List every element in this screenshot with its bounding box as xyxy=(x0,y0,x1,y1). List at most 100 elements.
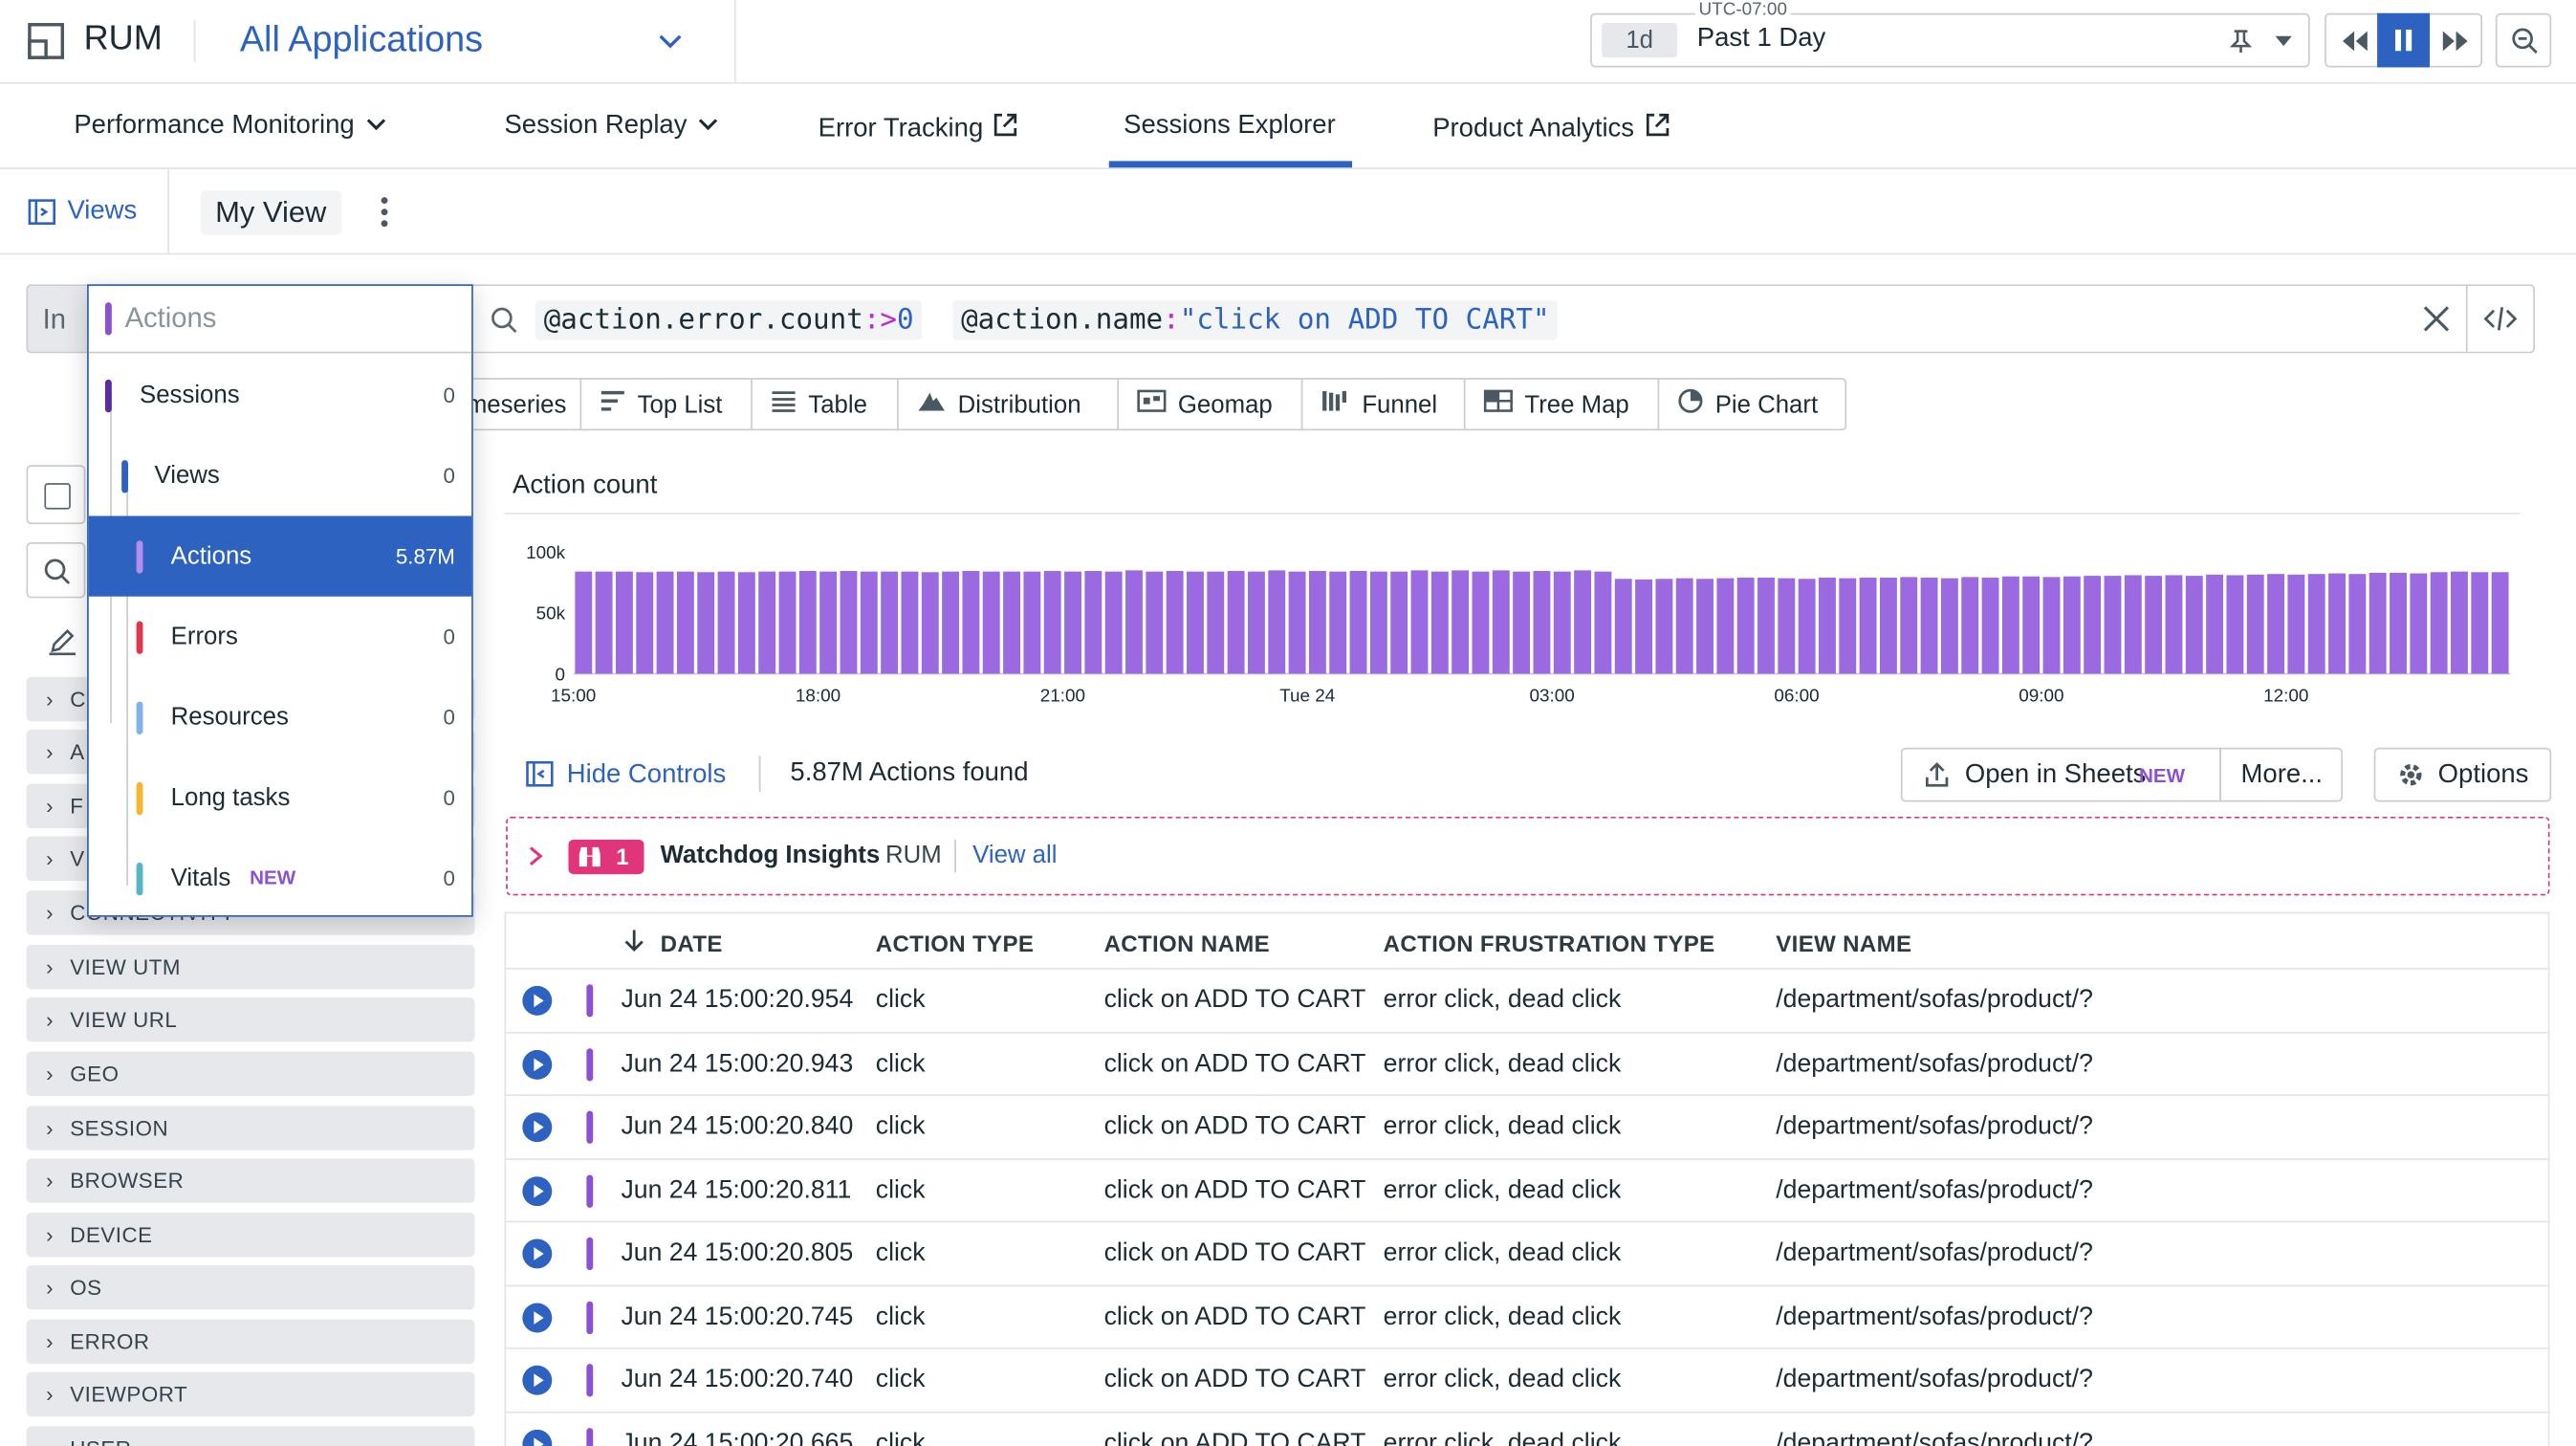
scope-item-views[interactable]: Views 0 xyxy=(89,435,471,515)
table-row[interactable]: Jun 24 15:00:20.943 click click on ADD T… xyxy=(506,1031,2548,1094)
chart-bar[interactable] xyxy=(2145,576,2163,674)
play-replay-icon[interactable] xyxy=(522,1428,553,1446)
chart-bar[interactable] xyxy=(2084,576,2102,674)
facet-error[interactable]: › ERROR xyxy=(26,1319,475,1365)
time-picker[interactable]: 1d Past 1 Day xyxy=(1590,12,2310,68)
chart-bar[interactable] xyxy=(1635,579,1653,674)
chart-bar[interactable] xyxy=(819,571,838,674)
chart-bar[interactable] xyxy=(1187,571,1204,674)
scope-item-resources[interactable]: Resources 0 xyxy=(89,677,471,757)
chart-bar[interactable] xyxy=(2001,576,2019,674)
viz-tab-geomap[interactable]: Geomap xyxy=(1119,378,1303,431)
hide-controls-button[interactable]: Hide Controls xyxy=(566,760,727,789)
facet-viewport[interactable]: › VIEWPORT xyxy=(26,1371,475,1417)
chart-bar[interactable] xyxy=(840,571,858,674)
play-replay-icon[interactable] xyxy=(522,985,553,1016)
query-token-action-name[interactable]: @action.name:"click on ADD TO CART" xyxy=(952,300,1559,340)
chart-bar[interactable] xyxy=(1859,578,1877,674)
facet-view-utm[interactable]: › VIEW UTM xyxy=(26,944,475,990)
chart-bar[interactable] xyxy=(982,571,1000,674)
chart-bar[interactable] xyxy=(2165,575,2183,674)
chart-bar[interactable] xyxy=(2185,576,2203,674)
chart-bar[interactable] xyxy=(595,571,613,674)
play-replay-icon[interactable] xyxy=(522,1302,553,1332)
table-row[interactable]: Jun 24 15:00:20.740 click click on ADD T… xyxy=(506,1347,2548,1411)
scope-item-long-tasks[interactable]: Long tasks 0 xyxy=(89,757,471,838)
chart-bar[interactable] xyxy=(1839,578,1857,674)
chart-bar[interactable] xyxy=(1227,571,1245,674)
chart-bar[interactable] xyxy=(2124,575,2142,674)
hide-controls-icon[interactable] xyxy=(526,760,554,796)
nav-product-analytics[interactable]: Product Analytics xyxy=(1432,112,1670,146)
facet-user[interactable]: › USER xyxy=(26,1426,475,1446)
column-header-action-name[interactable]: ACTION NAME xyxy=(1103,930,1271,956)
facet-search-button[interactable] xyxy=(26,541,86,599)
nav-sessions-explorer[interactable]: Sessions Explorer xyxy=(1124,112,1336,142)
column-header-view-name[interactable]: VIEW NAME xyxy=(1776,930,1912,956)
scope-item-vitals[interactable]: Vitals NEW 0 xyxy=(89,838,471,918)
chart-bar[interactable] xyxy=(1900,577,1918,674)
chart-bar[interactable] xyxy=(2491,572,2509,674)
column-header-date[interactable]: DATE xyxy=(660,930,723,956)
viz-tab-distribution[interactable]: Distribution xyxy=(897,378,1120,431)
chart-bar[interactable] xyxy=(1492,570,1510,674)
chart-bar[interactable] xyxy=(1329,571,1347,674)
facet-browser[interactable]: › BROWSER xyxy=(26,1158,475,1203)
chart-bar[interactable] xyxy=(1084,571,1102,674)
app-selector[interactable]: All Applications xyxy=(239,17,484,59)
chart-bar[interactable] xyxy=(2451,571,2468,674)
chart-bar[interactable] xyxy=(737,572,755,674)
chart-bar[interactable] xyxy=(2022,576,2041,674)
chart-bar[interactable] xyxy=(1675,578,1693,674)
chart-bar[interactable] xyxy=(1369,571,1387,674)
viz-tab-funnel[interactable]: Funnel xyxy=(1300,378,1466,431)
rewind-icon[interactable] xyxy=(2340,28,2369,62)
chart-bar[interactable] xyxy=(962,571,980,674)
play-replay-icon[interactable] xyxy=(522,1175,553,1206)
chart-bar[interactable] xyxy=(2267,574,2284,674)
chart-bar[interactable] xyxy=(1410,570,1429,674)
chart-bar[interactable] xyxy=(1125,570,1143,674)
viz-tab-top-list[interactable]: Top List xyxy=(579,378,753,431)
chart-bar[interactable] xyxy=(1879,578,1897,674)
chart-bar[interactable] xyxy=(921,572,939,674)
chart-bar[interactable] xyxy=(615,571,633,674)
chart-bar[interactable] xyxy=(1268,570,1286,674)
query-token-error-count[interactable]: @action.error.count:>0 xyxy=(535,300,923,340)
facet-device[interactable]: › DEVICE xyxy=(26,1213,475,1258)
chart-bar[interactable] xyxy=(901,571,919,674)
chart-bar[interactable] xyxy=(636,572,654,674)
chart-bar[interactable] xyxy=(2369,572,2387,674)
chart-bar[interactable] xyxy=(2328,573,2346,674)
chart-bar[interactable] xyxy=(2104,576,2122,674)
chart-bar[interactable] xyxy=(1574,570,1592,674)
chart-bar[interactable] xyxy=(1043,571,1061,674)
facet-view-url[interactable]: › VIEW URL xyxy=(26,997,475,1042)
action-count-chart[interactable]: 0 50k 100k 15:00 18:00 21:00 Tue 24 03:00 06:00 0… xyxy=(492,534,2529,714)
chevron-down-icon[interactable] xyxy=(657,30,683,59)
chart-bar[interactable] xyxy=(1349,571,1367,674)
chevron-right-icon[interactable] xyxy=(528,844,544,876)
chart-bar[interactable] xyxy=(1104,571,1123,674)
chart-bar[interactable] xyxy=(1430,571,1449,674)
fast-forward-icon[interactable] xyxy=(2441,28,2471,62)
chart-bar[interactable] xyxy=(1553,571,1571,674)
chart-bar[interactable] xyxy=(1961,577,1979,674)
chart-bar[interactable] xyxy=(1064,571,1081,674)
scope-input[interactable]: Actions xyxy=(88,286,472,354)
watchdog-insights-banner[interactable]: 1 Watchdog Insights RUM View all xyxy=(506,816,2550,896)
open-in-sheets-button[interactable]: Open in Sheets NEW xyxy=(1900,747,2221,802)
chart-bar[interactable] xyxy=(676,571,694,674)
viz-tab-pie-chart[interactable]: Pie Chart xyxy=(1657,378,1847,431)
chart-bar[interactable] xyxy=(798,571,817,674)
chart-bar[interactable] xyxy=(656,571,674,674)
options-button[interactable]: Options xyxy=(2373,747,2552,802)
scope-item-errors[interactable]: Errors 0 xyxy=(89,597,471,677)
table-row[interactable]: Jun 24 15:00:20.665 click click on ADD T… xyxy=(506,1411,2548,1446)
chart-bar[interactable] xyxy=(1757,578,1775,674)
chart-bar[interactable] xyxy=(1655,579,1673,674)
chart-bar[interactable] xyxy=(860,571,878,674)
chart-bar[interactable] xyxy=(758,571,776,674)
pause-button[interactable] xyxy=(2377,12,2431,68)
chart-bar[interactable] xyxy=(1778,578,1796,674)
